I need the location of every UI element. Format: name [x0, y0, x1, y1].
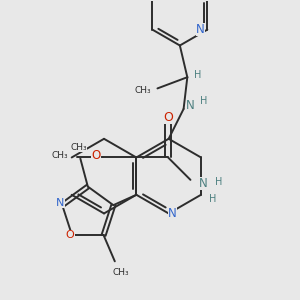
Text: CH₃: CH₃	[112, 268, 129, 277]
Text: N: N	[168, 207, 177, 220]
Text: CH₃: CH₃	[70, 143, 87, 152]
Text: N: N	[199, 177, 208, 190]
Text: H: H	[194, 70, 202, 80]
Text: O: O	[92, 149, 101, 162]
Text: CH₃: CH₃	[134, 86, 151, 95]
Text: N: N	[196, 23, 205, 36]
Text: N: N	[186, 99, 195, 112]
Text: N: N	[56, 198, 64, 208]
Text: H: H	[215, 177, 222, 187]
Text: H: H	[209, 194, 217, 203]
Text: H: H	[200, 97, 208, 106]
Text: CH₃: CH₃	[52, 151, 68, 160]
Text: O: O	[163, 111, 173, 124]
Text: O: O	[66, 230, 74, 240]
